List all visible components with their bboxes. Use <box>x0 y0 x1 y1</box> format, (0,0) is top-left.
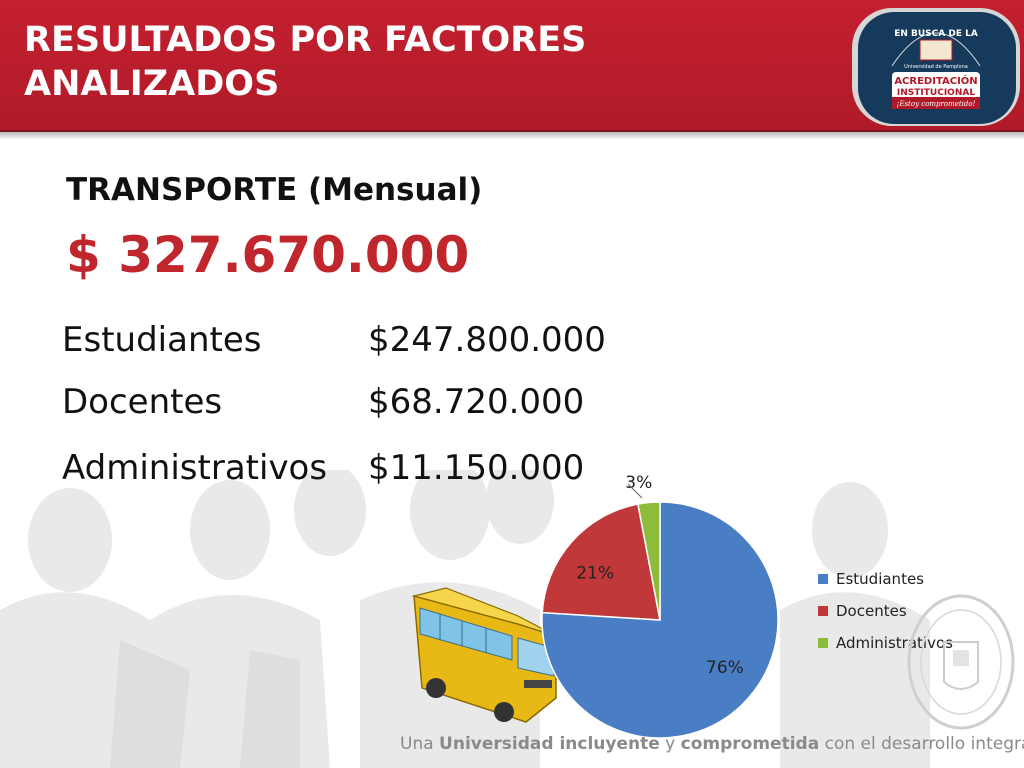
footer-part-bold: comprometida <box>680 734 820 754</box>
seal-text-university: Universidad de Pamplona <box>904 64 968 70</box>
seal-text-main1: ACREDITACIÓN <box>894 74 977 87</box>
footer-part: y <box>659 734 681 754</box>
data-label-leader-line <box>627 483 643 499</box>
legend-label: Administrativos <box>836 634 953 652</box>
row-label: Estudiantes <box>62 320 262 360</box>
seal-text-motto: ¡Estoy comprometido! <box>897 100 976 108</box>
row-value: $247.800.000 <box>368 320 606 360</box>
footer-part: con el desarrollo integral <box>819 734 1024 754</box>
footer-slogan: Una Universidad incluyente y comprometid… <box>400 734 1024 754</box>
university-crest-watermark <box>907 594 1015 730</box>
footer-part-bold: Universidad incluyente <box>439 734 660 754</box>
legend-label: Estudiantes <box>836 570 924 588</box>
row-value: $68.720.000 <box>368 382 585 422</box>
slide-title: RESULTADOS POR FACTORES ANALIZADOS <box>24 18 644 106</box>
row-label: Docentes <box>62 382 223 422</box>
section-subtitle: TRANSPORTE (Mensual) <box>66 172 483 208</box>
row-value: $11.150.000 <box>368 448 585 488</box>
bus-illustration <box>411 587 562 723</box>
pie-data-label: 76% <box>706 658 744 678</box>
legend-swatch <box>818 606 828 616</box>
accreditation-seal-logo: EN BUSCA DE LA Universidad de Pamplona A… <box>852 8 1020 126</box>
seal-text-top: EN BUSCA DE LA <box>894 29 978 39</box>
pie-data-label: 21% <box>576 564 614 584</box>
pie-slice-administrativos <box>637 501 661 621</box>
row-label: Administrativos <box>62 448 328 488</box>
slide-title-line2: ANALIZADOS <box>24 64 280 104</box>
seal-text-main2: INSTITUCIONAL <box>897 88 975 98</box>
pie-data-label: 3% <box>625 473 652 493</box>
footer-part: Una <box>400 734 440 754</box>
legend-label: Docentes <box>836 602 907 620</box>
pie-slice-docentes <box>541 503 661 621</box>
pie-chart: 76% 21% 3% <box>541 473 779 739</box>
total-amount: $ 327.670.000 <box>66 226 470 284</box>
pie-slice-estudiantes <box>541 501 779 739</box>
legend-swatch <box>818 574 828 584</box>
header-shadow <box>0 130 1024 140</box>
legend-swatch <box>818 638 828 648</box>
slide-title-line1: RESULTADOS POR FACTORES <box>24 20 587 60</box>
